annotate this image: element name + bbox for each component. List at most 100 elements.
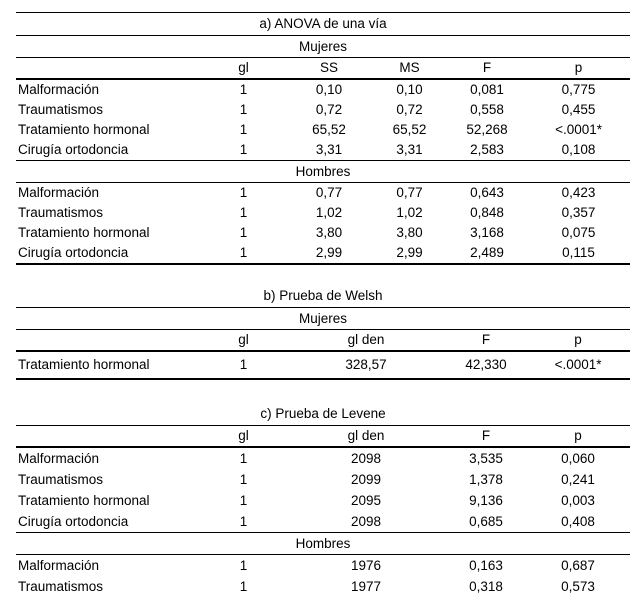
cell: 0,848 <box>470 205 504 221</box>
column-header <box>16 57 201 80</box>
cell: 9,136 <box>469 492 503 508</box>
table-row: Malformación 1 0,77 0,77 0,643 0,423 <box>16 183 630 204</box>
group-label: Mujeres <box>16 35 631 58</box>
cell: 3,168 <box>470 225 504 241</box>
table-row: Tratamiento hormonal 1 3,80 3,80 3,168 0,075 <box>16 223 630 243</box>
row-label: Cirugía ortodoncia <box>16 243 201 265</box>
cell: 2,99 <box>372 243 447 265</box>
column-header: gl <box>201 329 286 352</box>
cell: 1 <box>239 557 248 573</box>
cell: 0,423 <box>561 185 596 201</box>
row-label: Malformación <box>18 185 100 201</box>
cell: 0,318 <box>469 578 503 594</box>
cell: 0,687 <box>561 557 595 573</box>
cell: 2098 <box>286 511 446 533</box>
column-header: gl <box>201 425 286 448</box>
group-label: Mujeres <box>16 307 631 330</box>
cell: 1 <box>239 185 248 201</box>
row-label: Traumatismos <box>18 205 104 221</box>
cell: 0,685 <box>446 511 526 533</box>
cell: 65,52 <box>312 122 346 138</box>
column-header: F <box>446 425 526 448</box>
row-label: Cirugía ortodoncia <box>16 511 201 533</box>
cell: 1 <box>201 243 286 265</box>
cell: 1,02 <box>315 205 343 221</box>
table-title: b) Prueba de Welsh <box>16 285 631 308</box>
column-header: p <box>526 425 630 448</box>
table-row: Tratamiento hormonal 1 2095 9,136 0,003 <box>16 490 630 511</box>
cell: 0,241 <box>561 471 595 487</box>
table-row: Cirugía ortodoncia 1 2098 0,685 0,408 <box>16 511 630 533</box>
cell: 0,558 <box>470 102 504 118</box>
cell: 2099 <box>350 471 382 487</box>
cell: 3,535 <box>469 450 503 466</box>
cell: 0,72 <box>315 102 343 118</box>
cell: 1,378 <box>469 471 503 487</box>
cell: 1 <box>239 578 248 594</box>
cell: 52,268 <box>466 122 508 138</box>
column-header: p <box>526 329 631 352</box>
table-row: Malformación 1 0,10 0,10 0,081 0,775 <box>16 79 630 100</box>
cell: 2095 <box>350 492 382 508</box>
cell: 3,31 <box>372 140 447 161</box>
cell: 1 <box>239 82 248 98</box>
column-header: gl den <box>286 425 446 448</box>
row-label: Cirugía ortodoncia <box>16 140 201 161</box>
table-row: Malformación 1 1976 0,163 0,687 <box>16 555 630 577</box>
column-header: F <box>447 57 527 80</box>
row-label: Malformación <box>18 450 100 466</box>
column-header <box>16 425 201 448</box>
column-header: MS <box>372 57 447 80</box>
cell: 2,489 <box>447 243 527 265</box>
group-label: Hombres <box>16 160 631 183</box>
cell: 2,583 <box>447 140 527 161</box>
table-row: Traumatismos 1 2099 1,378 0,241 <box>16 469 630 490</box>
cell: 1 <box>239 471 248 487</box>
cell: 0,108 <box>527 140 631 161</box>
column-header: SS <box>286 57 372 80</box>
table-row: Traumatismos 1 0,72 0,72 0,558 0,455 <box>16 100 630 120</box>
row-label: Malformación <box>18 82 100 98</box>
cell: <.0001* <box>526 351 631 380</box>
cell: 0,060 <box>561 450 595 466</box>
cell: 0,77 <box>315 185 343 201</box>
cell: 1 <box>239 225 248 241</box>
cell: 3,80 <box>396 225 423 241</box>
table-row: Malformación 1 2098 3,535 0,060 <box>16 447 630 469</box>
cell: 2098 <box>350 450 382 466</box>
table-row: Traumatismos 1 1977 0,318 0,573 <box>16 576 630 597</box>
row-label: Tratamiento hormonal <box>18 122 150 138</box>
cell: 1 <box>201 140 286 161</box>
table-title: c) Prueba de Levene <box>16 403 630 426</box>
cell: 0,408 <box>526 511 630 533</box>
cell: 0,77 <box>396 185 423 201</box>
cell: 65,52 <box>392 122 427 138</box>
table-row: Cirugía ortodoncia 1 2,99 2,99 2,489 0,115 <box>16 243 631 265</box>
cell: 1977 <box>350 578 382 594</box>
column-header: gl den <box>286 329 446 352</box>
row-label: Tratamiento hormonal <box>18 492 150 508</box>
row-label: Traumatismos <box>18 471 104 487</box>
cell: 42,330 <box>446 351 526 380</box>
cell: 0,573 <box>561 578 595 594</box>
cell: 0,10 <box>396 82 423 98</box>
cell: 2,99 <box>286 243 372 265</box>
column-header: F <box>446 329 526 352</box>
cell: 1 <box>201 351 286 380</box>
table-row: Tratamiento hormonal 1 328,57 42,330 <.0001* <box>16 351 631 380</box>
row-label: Malformación <box>18 557 100 573</box>
cell: 0,775 <box>561 82 596 98</box>
table-row: Traumatismos 1 1,02 1,02 0,848 0,357 <box>16 203 630 223</box>
cell: 0,075 <box>561 225 596 241</box>
cell: 3,31 <box>286 140 372 161</box>
cell: 1 <box>201 511 286 533</box>
cell: 1 <box>239 122 248 138</box>
row-label: Traumatismos <box>18 102 104 118</box>
column-header <box>16 329 201 352</box>
group-label: Hombres <box>16 532 630 555</box>
cell: 0,115 <box>527 243 631 265</box>
